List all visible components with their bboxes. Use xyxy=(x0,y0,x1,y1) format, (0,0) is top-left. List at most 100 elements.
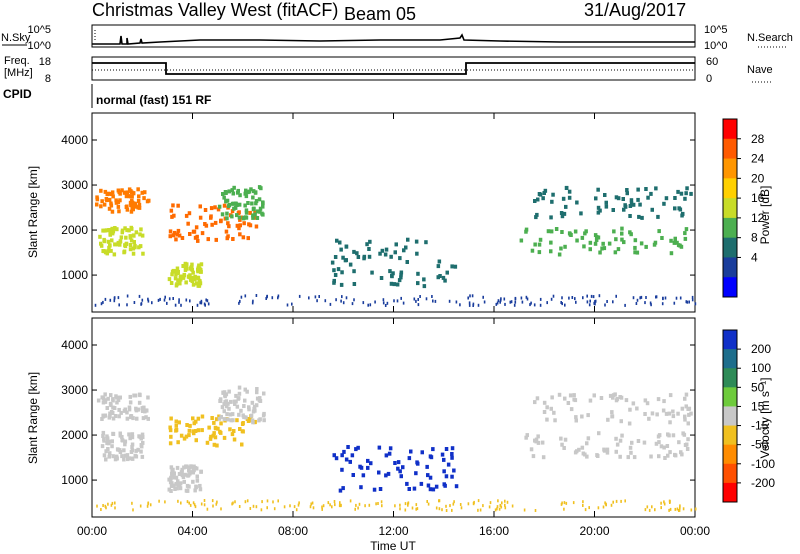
ground-scatter-cell xyxy=(377,502,379,505)
echo-cell xyxy=(393,461,397,465)
echo-cell xyxy=(186,221,190,226)
echo-cell xyxy=(657,440,661,445)
echo-cell xyxy=(170,481,174,486)
echo-cell xyxy=(425,464,429,469)
echo-cell xyxy=(235,404,240,409)
x-tick-label: 00:00 xyxy=(77,524,107,538)
echo-cell xyxy=(101,400,106,405)
echo-cell xyxy=(213,220,218,225)
echo-cell xyxy=(194,438,198,443)
echo-cell xyxy=(127,405,132,410)
echo-cell xyxy=(129,209,134,214)
ground-scatter-cell xyxy=(159,297,161,301)
echo-cell xyxy=(236,188,240,193)
echo-cell xyxy=(251,215,255,220)
echo-cell xyxy=(191,270,195,275)
echo-cell xyxy=(137,400,142,405)
echo-cell xyxy=(101,413,105,418)
ground-scatter-cell xyxy=(185,298,188,302)
echo-cell xyxy=(684,227,689,232)
echo-cell xyxy=(362,256,366,261)
echo-cell xyxy=(178,483,182,488)
echo-cell xyxy=(620,433,624,438)
echo-cell xyxy=(122,448,126,453)
echo-cell xyxy=(111,398,115,403)
ground-scatter-cell xyxy=(606,300,608,303)
echo-cell xyxy=(560,442,564,447)
echo-cell xyxy=(102,239,107,244)
echo-cell xyxy=(107,454,111,459)
echo-cell xyxy=(179,277,183,282)
echo-cell xyxy=(546,229,551,234)
colorbar-tick-label: 12 xyxy=(751,211,765,225)
echo-cell xyxy=(399,272,403,277)
echo-cell xyxy=(255,216,260,220)
ground-scatter-cell xyxy=(510,300,513,304)
echo-cell xyxy=(183,472,187,477)
ground-scatter-cell xyxy=(427,502,430,506)
ground-scatter-cell xyxy=(632,296,635,300)
echo-cell xyxy=(138,244,143,249)
noise-sky-line xyxy=(92,33,695,45)
ground-scatter-cell xyxy=(205,298,207,302)
station-title: Christmas Valley West (fitACF) xyxy=(92,0,338,20)
echo-cell xyxy=(174,423,178,428)
echo-cell xyxy=(122,249,127,254)
velocity-ylabel: Slant Range [km] xyxy=(26,372,40,464)
echo-cell xyxy=(123,407,127,412)
echo-cell xyxy=(559,211,564,215)
echo-cell xyxy=(661,408,666,413)
echo-cell xyxy=(191,229,196,234)
ground-scatter-cell xyxy=(533,303,536,307)
echo-cell xyxy=(217,416,222,421)
echo-cell xyxy=(592,393,596,398)
echo-cell xyxy=(262,391,266,396)
echo-cell xyxy=(598,250,602,255)
ground-scatter-cell xyxy=(453,500,455,504)
ground-scatter-cell xyxy=(203,499,206,502)
ground-scatter-cell xyxy=(104,504,107,508)
echo-cell xyxy=(342,449,346,454)
ground-scatter-cell xyxy=(238,505,241,508)
colorbar-tick-label: 24 xyxy=(751,152,765,166)
echo-cell xyxy=(100,444,105,449)
echo-cell xyxy=(559,246,563,251)
echo-cell xyxy=(245,389,249,394)
echo-cell xyxy=(524,227,529,232)
echo-cell xyxy=(633,250,637,255)
echo-cell xyxy=(218,429,222,434)
echo-cell xyxy=(444,474,449,479)
echo-cell xyxy=(115,227,119,232)
echo-cell xyxy=(620,226,624,231)
colorbar-tick-label: 28 xyxy=(751,132,765,146)
echo-cell xyxy=(139,227,143,232)
echo-cell xyxy=(195,466,199,471)
ground-scatter-cell xyxy=(246,499,249,503)
echo-cell xyxy=(577,447,581,452)
echo-cell xyxy=(236,396,240,401)
echo-cell xyxy=(629,450,633,455)
echo-cell xyxy=(261,204,265,209)
ground-scatter-cell xyxy=(584,508,587,512)
echo-cell xyxy=(186,473,191,478)
echo-cell xyxy=(222,390,227,395)
echo-cell xyxy=(109,248,113,253)
echo-cell xyxy=(136,199,141,203)
noise-tick-left-bottom: 10^0 xyxy=(27,40,51,52)
ground-scatter-cell xyxy=(467,296,469,300)
echo-cell xyxy=(230,432,235,437)
ground-scatter-cell xyxy=(598,294,601,298)
echo-cell xyxy=(108,439,112,444)
ground-scatter-cell xyxy=(231,502,233,506)
colorbar-segment xyxy=(723,217,737,239)
echo-cell xyxy=(188,277,193,282)
ground-scatter-cell xyxy=(483,300,486,304)
echo-cell xyxy=(401,465,405,470)
echo-cell xyxy=(397,278,402,283)
echo-cell xyxy=(99,241,103,246)
echo-cell xyxy=(615,442,620,447)
echo-cell xyxy=(618,438,623,443)
echo-cell xyxy=(234,201,238,206)
ground-scatter-cell xyxy=(252,504,255,508)
echo-cell xyxy=(209,206,214,211)
